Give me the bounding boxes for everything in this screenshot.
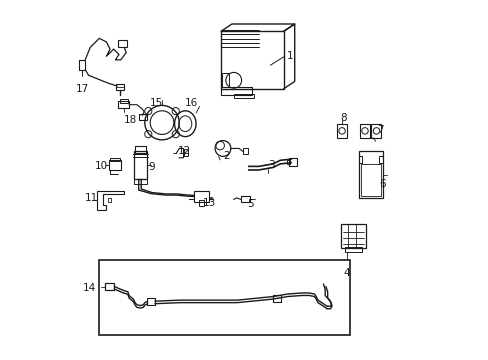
Text: 2: 2 (223, 150, 229, 161)
Bar (234, 94, 254, 98)
Text: 14: 14 (82, 283, 96, 293)
Bar (147, 298, 155, 305)
Text: 1: 1 (286, 51, 293, 61)
Bar (105, 283, 114, 291)
Text: 13: 13 (203, 198, 216, 208)
Bar (360, 163, 380, 196)
Text: 6: 6 (378, 179, 385, 189)
Text: 17: 17 (76, 84, 89, 94)
Bar (99, 260, 349, 335)
Bar (221, 31, 284, 89)
Bar (286, 159, 290, 164)
Text: 15: 15 (150, 98, 163, 108)
Bar (379, 156, 382, 163)
Bar (139, 114, 146, 120)
Bar (110, 158, 120, 161)
Text: 18: 18 (123, 115, 137, 125)
Text: 3: 3 (267, 160, 274, 170)
Bar (242, 148, 248, 154)
Bar (118, 40, 127, 46)
Bar (371, 124, 381, 138)
Bar (134, 179, 146, 184)
Bar (198, 201, 204, 206)
Bar (358, 151, 382, 198)
Bar (358, 156, 362, 163)
Bar (134, 150, 146, 179)
Bar (289, 158, 297, 166)
Bar (221, 87, 251, 95)
Bar (116, 84, 124, 90)
Text: 11: 11 (85, 193, 98, 203)
Bar (273, 296, 281, 302)
Text: 12: 12 (178, 146, 191, 156)
Text: 5: 5 (247, 199, 253, 210)
Bar (341, 224, 365, 248)
Bar (120, 99, 127, 103)
Bar (359, 124, 369, 138)
Text: 4: 4 (343, 268, 349, 278)
Text: 10: 10 (95, 161, 108, 171)
Bar (336, 124, 346, 138)
Bar (135, 146, 145, 153)
Text: 7: 7 (376, 125, 383, 135)
Bar (107, 198, 111, 202)
Bar (109, 160, 121, 170)
Text: 8: 8 (339, 113, 346, 123)
Bar (183, 149, 187, 156)
Bar (241, 197, 249, 202)
Bar (194, 192, 208, 202)
Bar (222, 73, 229, 87)
Text: 16: 16 (184, 98, 198, 108)
Text: 9: 9 (148, 162, 155, 172)
Bar (344, 247, 362, 252)
Bar (118, 101, 129, 108)
Bar (79, 59, 85, 69)
